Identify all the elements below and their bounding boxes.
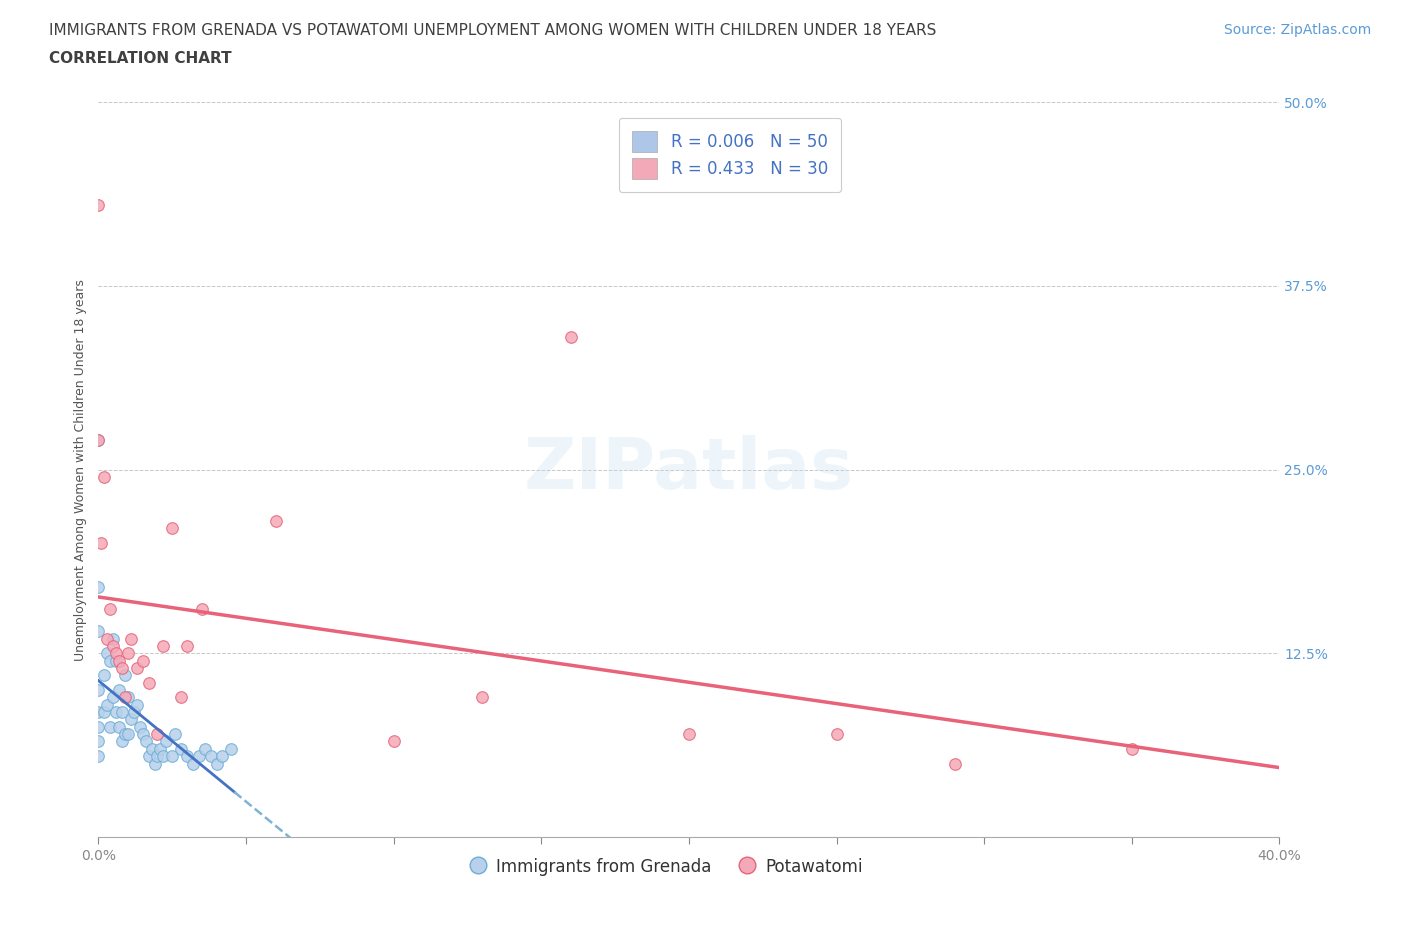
Point xyxy=(108,720,131,735)
Point xyxy=(264,513,287,528)
Point xyxy=(1121,741,1143,756)
Point xyxy=(108,653,131,668)
Point xyxy=(205,756,228,771)
Point xyxy=(382,734,405,749)
Point xyxy=(114,668,136,683)
Point xyxy=(176,749,198,764)
Point xyxy=(117,726,139,741)
Point xyxy=(943,756,966,771)
Point xyxy=(103,690,125,705)
Y-axis label: Unemployment Among Women with Children Under 18 years: Unemployment Among Women with Children U… xyxy=(75,279,87,660)
Point xyxy=(187,749,209,764)
Point xyxy=(103,639,125,654)
Point xyxy=(93,668,115,683)
Point xyxy=(93,705,115,720)
Point xyxy=(152,639,174,654)
Point xyxy=(221,741,243,756)
Point xyxy=(162,749,183,764)
Point xyxy=(87,624,110,639)
Point xyxy=(98,653,121,668)
Text: IMMIGRANTS FROM GRENADA VS POTAWATOMI UNEMPLOYMENT AMONG WOMEN WITH CHILDREN UND: IMMIGRANTS FROM GRENADA VS POTAWATOMI UN… xyxy=(49,23,936,38)
Point xyxy=(678,726,700,741)
Point xyxy=(87,432,110,447)
Point xyxy=(162,521,183,536)
Point xyxy=(105,646,128,661)
Point xyxy=(98,720,121,735)
Point xyxy=(146,726,169,741)
Point xyxy=(105,705,128,720)
Point xyxy=(87,749,110,764)
Point xyxy=(87,683,110,698)
Point xyxy=(87,432,110,447)
Point xyxy=(111,660,134,675)
Point xyxy=(90,536,112,551)
Point xyxy=(120,712,142,727)
Point xyxy=(170,741,193,756)
Text: ZIPatlas: ZIPatlas xyxy=(524,435,853,504)
Point xyxy=(141,741,163,756)
Point xyxy=(165,726,187,741)
Point xyxy=(125,660,148,675)
Point xyxy=(125,698,148,712)
Text: Source: ZipAtlas.com: Source: ZipAtlas.com xyxy=(1223,23,1371,37)
Point xyxy=(146,749,169,764)
Point xyxy=(132,726,155,741)
Point xyxy=(117,690,139,705)
Point xyxy=(114,726,136,741)
Point xyxy=(181,756,204,771)
Point xyxy=(122,705,145,720)
Point xyxy=(111,705,134,720)
Point xyxy=(87,720,110,735)
Point xyxy=(132,653,155,668)
Point xyxy=(471,690,494,705)
Point xyxy=(87,579,110,594)
Point xyxy=(191,602,214,617)
Point xyxy=(170,690,193,705)
Point xyxy=(87,734,110,749)
Point xyxy=(114,690,136,705)
Point xyxy=(103,631,125,646)
Point xyxy=(211,749,233,764)
Point xyxy=(96,631,118,646)
Point xyxy=(105,653,128,668)
Point xyxy=(825,726,848,741)
Point xyxy=(96,646,118,661)
Point xyxy=(87,705,110,720)
Point xyxy=(117,646,139,661)
Point xyxy=(138,675,160,690)
Point xyxy=(98,602,121,617)
Text: CORRELATION CHART: CORRELATION CHART xyxy=(49,51,232,66)
Point xyxy=(128,720,150,735)
Point xyxy=(176,639,198,654)
Point xyxy=(138,749,160,764)
Point xyxy=(155,734,177,749)
Point xyxy=(111,734,134,749)
Point xyxy=(194,741,217,756)
Point xyxy=(135,734,157,749)
Point xyxy=(200,749,222,764)
Point xyxy=(93,470,115,485)
Legend: Immigrants from Grenada, Potawatomi: Immigrants from Grenada, Potawatomi xyxy=(461,850,869,883)
Point xyxy=(143,756,166,771)
Point xyxy=(96,698,118,712)
Point xyxy=(87,198,110,213)
Point xyxy=(149,741,172,756)
Point xyxy=(152,749,174,764)
Point xyxy=(560,330,582,345)
Point xyxy=(108,683,131,698)
Point xyxy=(120,631,142,646)
